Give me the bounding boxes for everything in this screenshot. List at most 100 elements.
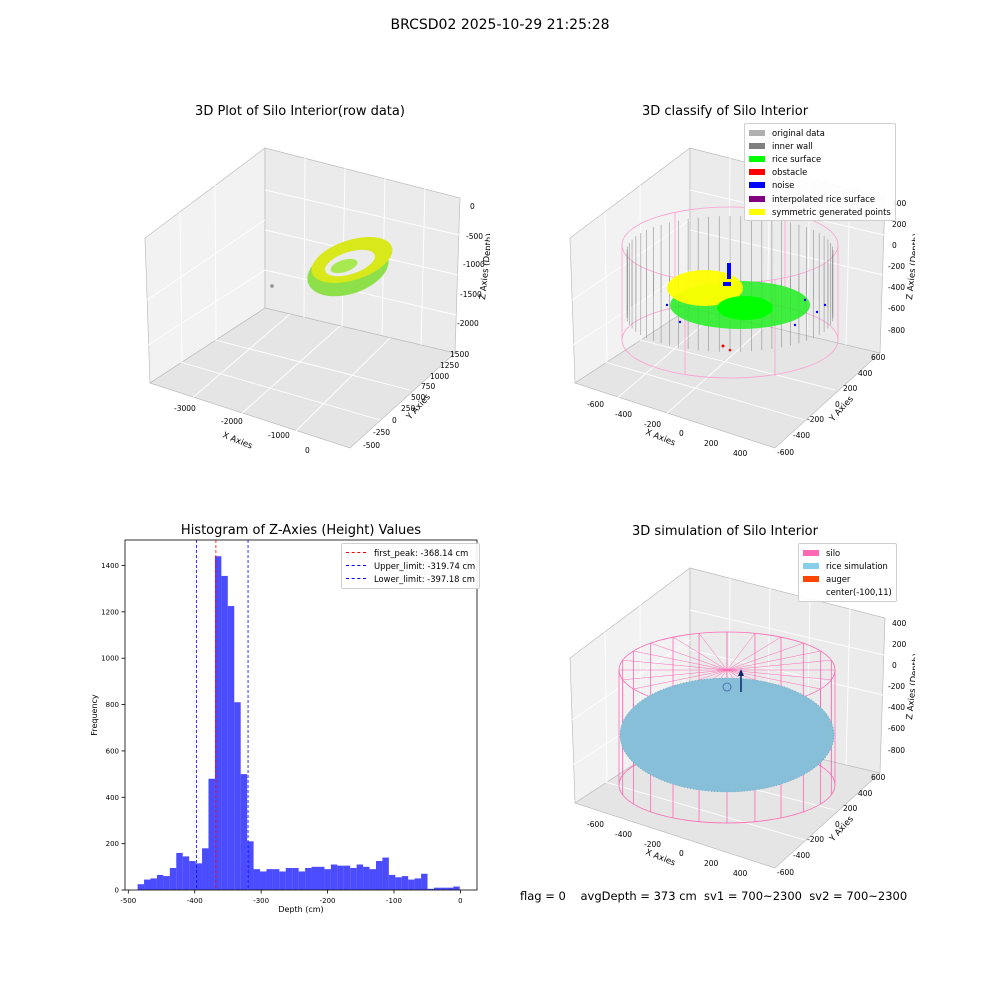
x-tick-label: 0 (458, 897, 462, 905)
histogram-bar (324, 869, 331, 890)
panel-title: 3D simulation of Silo Interior (632, 524, 818, 539)
panel-title: Histogram of Z-Axies (Height) Values (180, 523, 422, 538)
legend-entry: first_peak: -368.14 cm (346, 546, 475, 559)
x-tick: -2000 (221, 417, 243, 426)
legend-entry: interpolated rice surface (749, 192, 891, 205)
simulation-legend: silo rice simulation auger center(-100,1… (798, 543, 897, 602)
y-tick: -200 (807, 835, 824, 844)
legend-label: auger (826, 573, 851, 584)
histogram-bar (150, 878, 157, 890)
legend-label: noise (772, 180, 795, 191)
x-tick-label: -400 (187, 897, 203, 905)
legend-label: center(-100,11) (826, 587, 892, 598)
x-tick: -200 (644, 840, 661, 849)
silo-roof-line (633, 650, 728, 671)
panel-title: 3D Plot of Silo Interior(row data) (195, 104, 405, 119)
legend-line (346, 552, 366, 554)
classify-legend: original data inner wall rice surface ob… (744, 123, 896, 222)
legend-entry: inner wall (749, 139, 891, 152)
histogram-bar (272, 869, 280, 890)
silo-roof-line (726, 650, 821, 671)
histogram-bar (388, 874, 396, 890)
legend-swatch (749, 129, 765, 136)
histogram-bar (279, 871, 286, 890)
y-tick: 1000 (430, 372, 449, 381)
histogram-bar (427, 888, 434, 890)
legend-swatch (749, 182, 765, 189)
legend-entry: obstacle (749, 166, 891, 179)
y-tick-label: 0 (115, 887, 119, 895)
y-axis-label: Y Axies (827, 814, 856, 845)
legend-entry: noise (749, 179, 891, 192)
y-axis-label: Frequency (90, 694, 99, 736)
y-tick: 400 (858, 789, 873, 798)
y-tick: 0 (835, 400, 840, 409)
histogram-bar (156, 874, 164, 890)
x-tick-label: -500 (120, 897, 136, 905)
histogram-bar (433, 887, 441, 890)
silo-roof-line (650, 642, 728, 671)
legend-label: first_peak: -368.14 cm (374, 547, 469, 558)
silo-roof-line (726, 659, 832, 671)
x-axis-label: X Axies (644, 848, 677, 869)
z-tick: -600 (888, 304, 905, 313)
silo-roof-line (726, 642, 804, 671)
y-tick: 600 (871, 353, 886, 362)
x-tick: 0 (305, 446, 310, 455)
histogram-bar (266, 869, 273, 890)
histogram-bar (421, 873, 428, 890)
y-tick: 1250 (440, 361, 459, 370)
y-tick: 200 (843, 384, 858, 393)
legend-swatch (749, 195, 765, 202)
y-tick: 250 (401, 404, 416, 413)
legend-label: interpolated rice surface (772, 193, 875, 204)
z-tick: 400 (892, 199, 907, 208)
histogram-bar (375, 861, 383, 890)
z-tick: 400 (892, 619, 907, 628)
legend-swatch (749, 208, 765, 215)
histogram-bar (176, 852, 183, 890)
histogram-bar (163, 876, 170, 890)
legend-entry: Upper_limit: -319.74 cm (346, 559, 475, 572)
z-tick: -2000 (457, 319, 479, 328)
histogram-bar (202, 848, 209, 890)
silo-roof-line (698, 633, 728, 671)
histogram-bar (208, 778, 215, 890)
x-tick: -200 (644, 420, 661, 429)
histogram-bar (169, 867, 177, 890)
y-tick: -500 (363, 441, 380, 450)
histogram-bar (408, 879, 415, 890)
silo-roof-line (622, 669, 728, 681)
histogram-bar (227, 606, 235, 890)
silo-roof-line (726, 633, 756, 671)
legend-swatch (803, 549, 819, 556)
legend-swatch (749, 169, 765, 176)
silo-roof-line (672, 636, 728, 671)
histogram-bar (382, 857, 389, 890)
z-tick: -1500 (460, 290, 482, 299)
legend-entry: symmetric generated points (749, 205, 891, 218)
legend-entry: rice simulation (803, 559, 892, 572)
z-tick: -500 (466, 232, 483, 241)
legend-swatch (803, 575, 819, 582)
y-tick: -400 (793, 431, 810, 440)
histogram-bar (453, 886, 460, 890)
histogram-bar (247, 841, 254, 890)
x-axis-label: Depth (cm) (278, 905, 323, 914)
histogram-bar (195, 863, 203, 890)
y-axis-label: Y Axies (827, 394, 856, 425)
x-tick: -1000 (268, 431, 290, 440)
histogram-bar (305, 867, 312, 890)
x-tick: -600 (587, 820, 604, 829)
histogram-bar (240, 774, 248, 890)
y-tick: 0 (392, 416, 397, 425)
y-tick: -200 (807, 415, 824, 424)
z-tick: 0 (470, 202, 475, 211)
y-tick: 400 (858, 369, 873, 378)
z-tick: -200 (888, 682, 905, 691)
panel-histogram: Histogram of Z-Axies (Height) Values -50… (80, 520, 490, 920)
y-tick: 0 (835, 820, 840, 829)
histogram-bar (446, 887, 454, 890)
histogram-bar (260, 871, 267, 890)
legend-label: rice surface (772, 153, 822, 164)
